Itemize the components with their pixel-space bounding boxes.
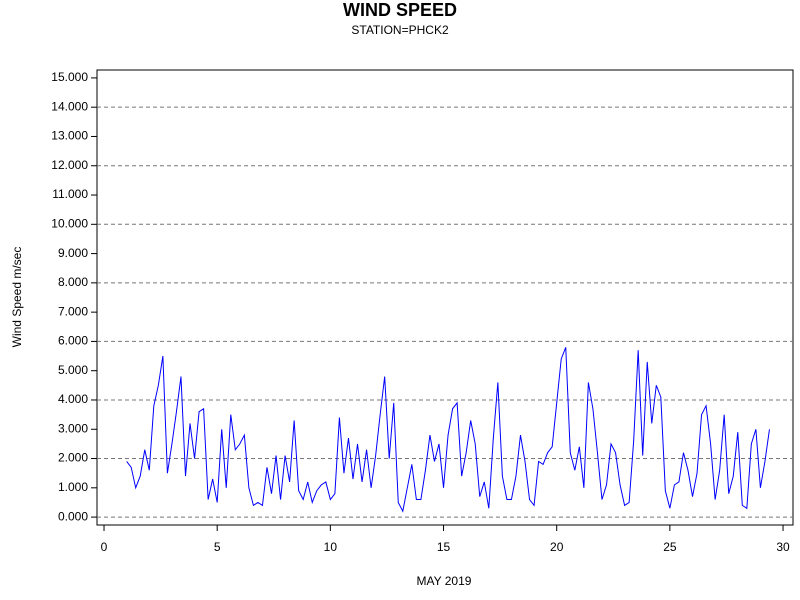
x-tick-label: 0 [101,540,108,554]
y-axis-label: Wind Speed m/sec [10,247,24,348]
y-tick-label: 14.000 [51,99,88,113]
chart-subtitle: STATION=PHCK2 [351,23,449,37]
y-tick-label: 13.000 [51,129,88,143]
chart-title: WIND SPEED [343,0,457,20]
y-tick-label: 1.000 [58,480,88,494]
y-tick-label: 0.000 [58,509,88,523]
y-tick-label: 2.000 [58,451,88,465]
y-tick-label: 9.000 [58,246,88,260]
y-tick-label: 6.000 [58,334,88,348]
y-tick-label: 11.000 [52,187,88,201]
y-tick-label: 4.000 [58,392,88,406]
y-tick-label: 10.000 [51,216,88,230]
plot-frame [96,69,794,526]
y-tick-label: 12.000 [51,158,88,172]
x-tick-label: 20 [550,540,564,554]
x-tick-label: 10 [324,540,338,554]
y-tick-label: 3.000 [58,421,88,435]
x-axis-label: MAY 2019 [417,574,472,588]
y-tick-label: 5.000 [58,363,88,377]
y-tick-label: 8.000 [58,275,88,289]
y-tick-label: 7.000 [58,304,88,318]
y-tick-label: 15.000 [51,70,88,84]
x-tick-label: 5 [214,540,221,554]
x-tick-label: 25 [663,540,677,554]
data-line [126,347,770,513]
x-tick-label: 15 [437,540,451,554]
x-tick-label: 30 [776,540,790,554]
